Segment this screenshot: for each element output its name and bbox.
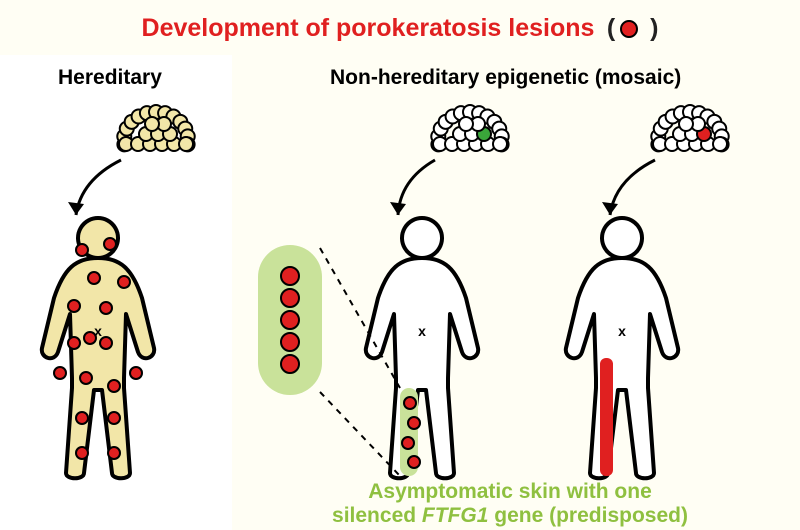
panel-hereditary: x [26,100,226,485]
title-paren-open: ( [607,14,615,42]
dash-line-bottom [320,392,400,476]
embryo-hereditary [117,105,194,151]
subheader-hereditary: Hereditary [58,66,162,90]
panel-mosaic-stripe: x [560,100,760,485]
arrow-mosaic-2 [610,160,655,215]
subheader-nonhereditary: Non-hereditary epigenetic (mosaic) [330,66,681,90]
bottom-line1: Asymptomatic skin with one [368,480,652,503]
embryo-mosaic-green [431,105,508,151]
mosaic-stripe-svg: x [560,100,780,480]
bottom-line2-italic: FTFG1 [422,504,489,527]
lesion-legend-dot [620,20,638,38]
title-paren-close: ) [650,14,658,42]
embryo-mosaic-red [651,105,728,151]
bottom-line2a: silenced [332,504,422,527]
arrow-head-mosaic-1 [390,202,406,215]
title-text: Development of porokeratosis lesions [142,14,595,42]
arrow-head-mosaic-2 [602,202,618,215]
bottom-line2b: gene (predisposed) [488,504,688,527]
arrow-head-hereditary [68,202,84,215]
mosaic-dots-svg: x [300,100,560,480]
panel-mosaic-dots: x [300,100,500,485]
body-mosaic-dots: x [366,218,478,478]
callout-group [258,245,322,395]
hereditary-svg: x [26,100,246,480]
svg-text:x: x [618,323,626,339]
callout-dots [281,267,299,373]
bottom-label: Asymptomatic skin with one silenced FTFG… [240,480,780,528]
body-mosaic-stripe: x [566,218,678,478]
arrow-hereditary [76,160,121,215]
main-title: Development of porokeratosis lesions ( ) [0,14,800,43]
svg-text:x: x [418,323,426,339]
body-hereditary: x [42,218,154,478]
